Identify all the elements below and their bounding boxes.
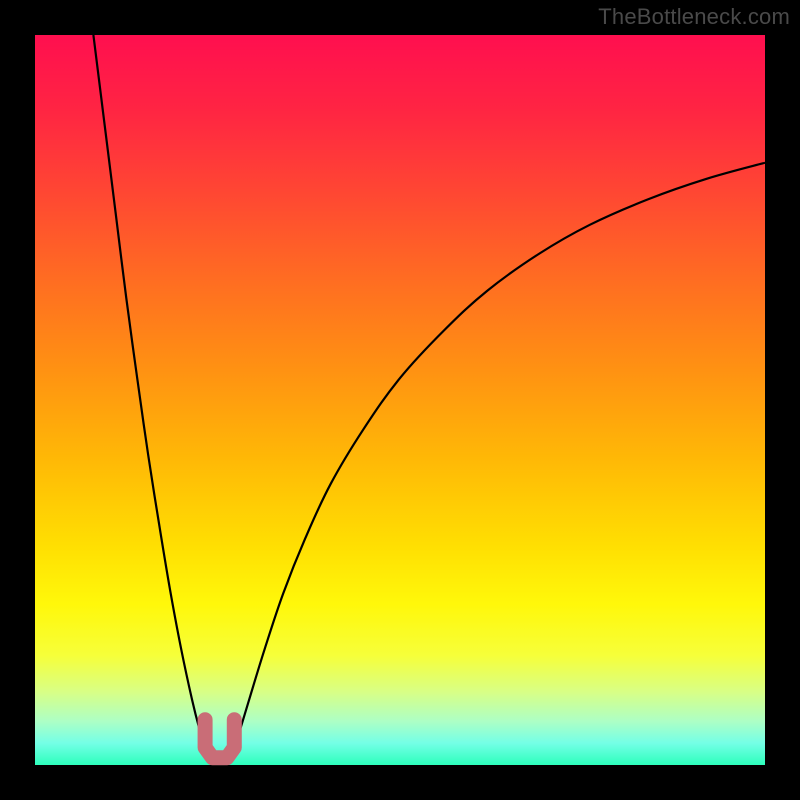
watermark-text: TheBottleneck.com xyxy=(598,4,790,30)
plot-background xyxy=(35,35,765,765)
chart-wrapper: TheBottleneck.com xyxy=(0,0,800,800)
bottleneck-chart xyxy=(0,0,800,800)
